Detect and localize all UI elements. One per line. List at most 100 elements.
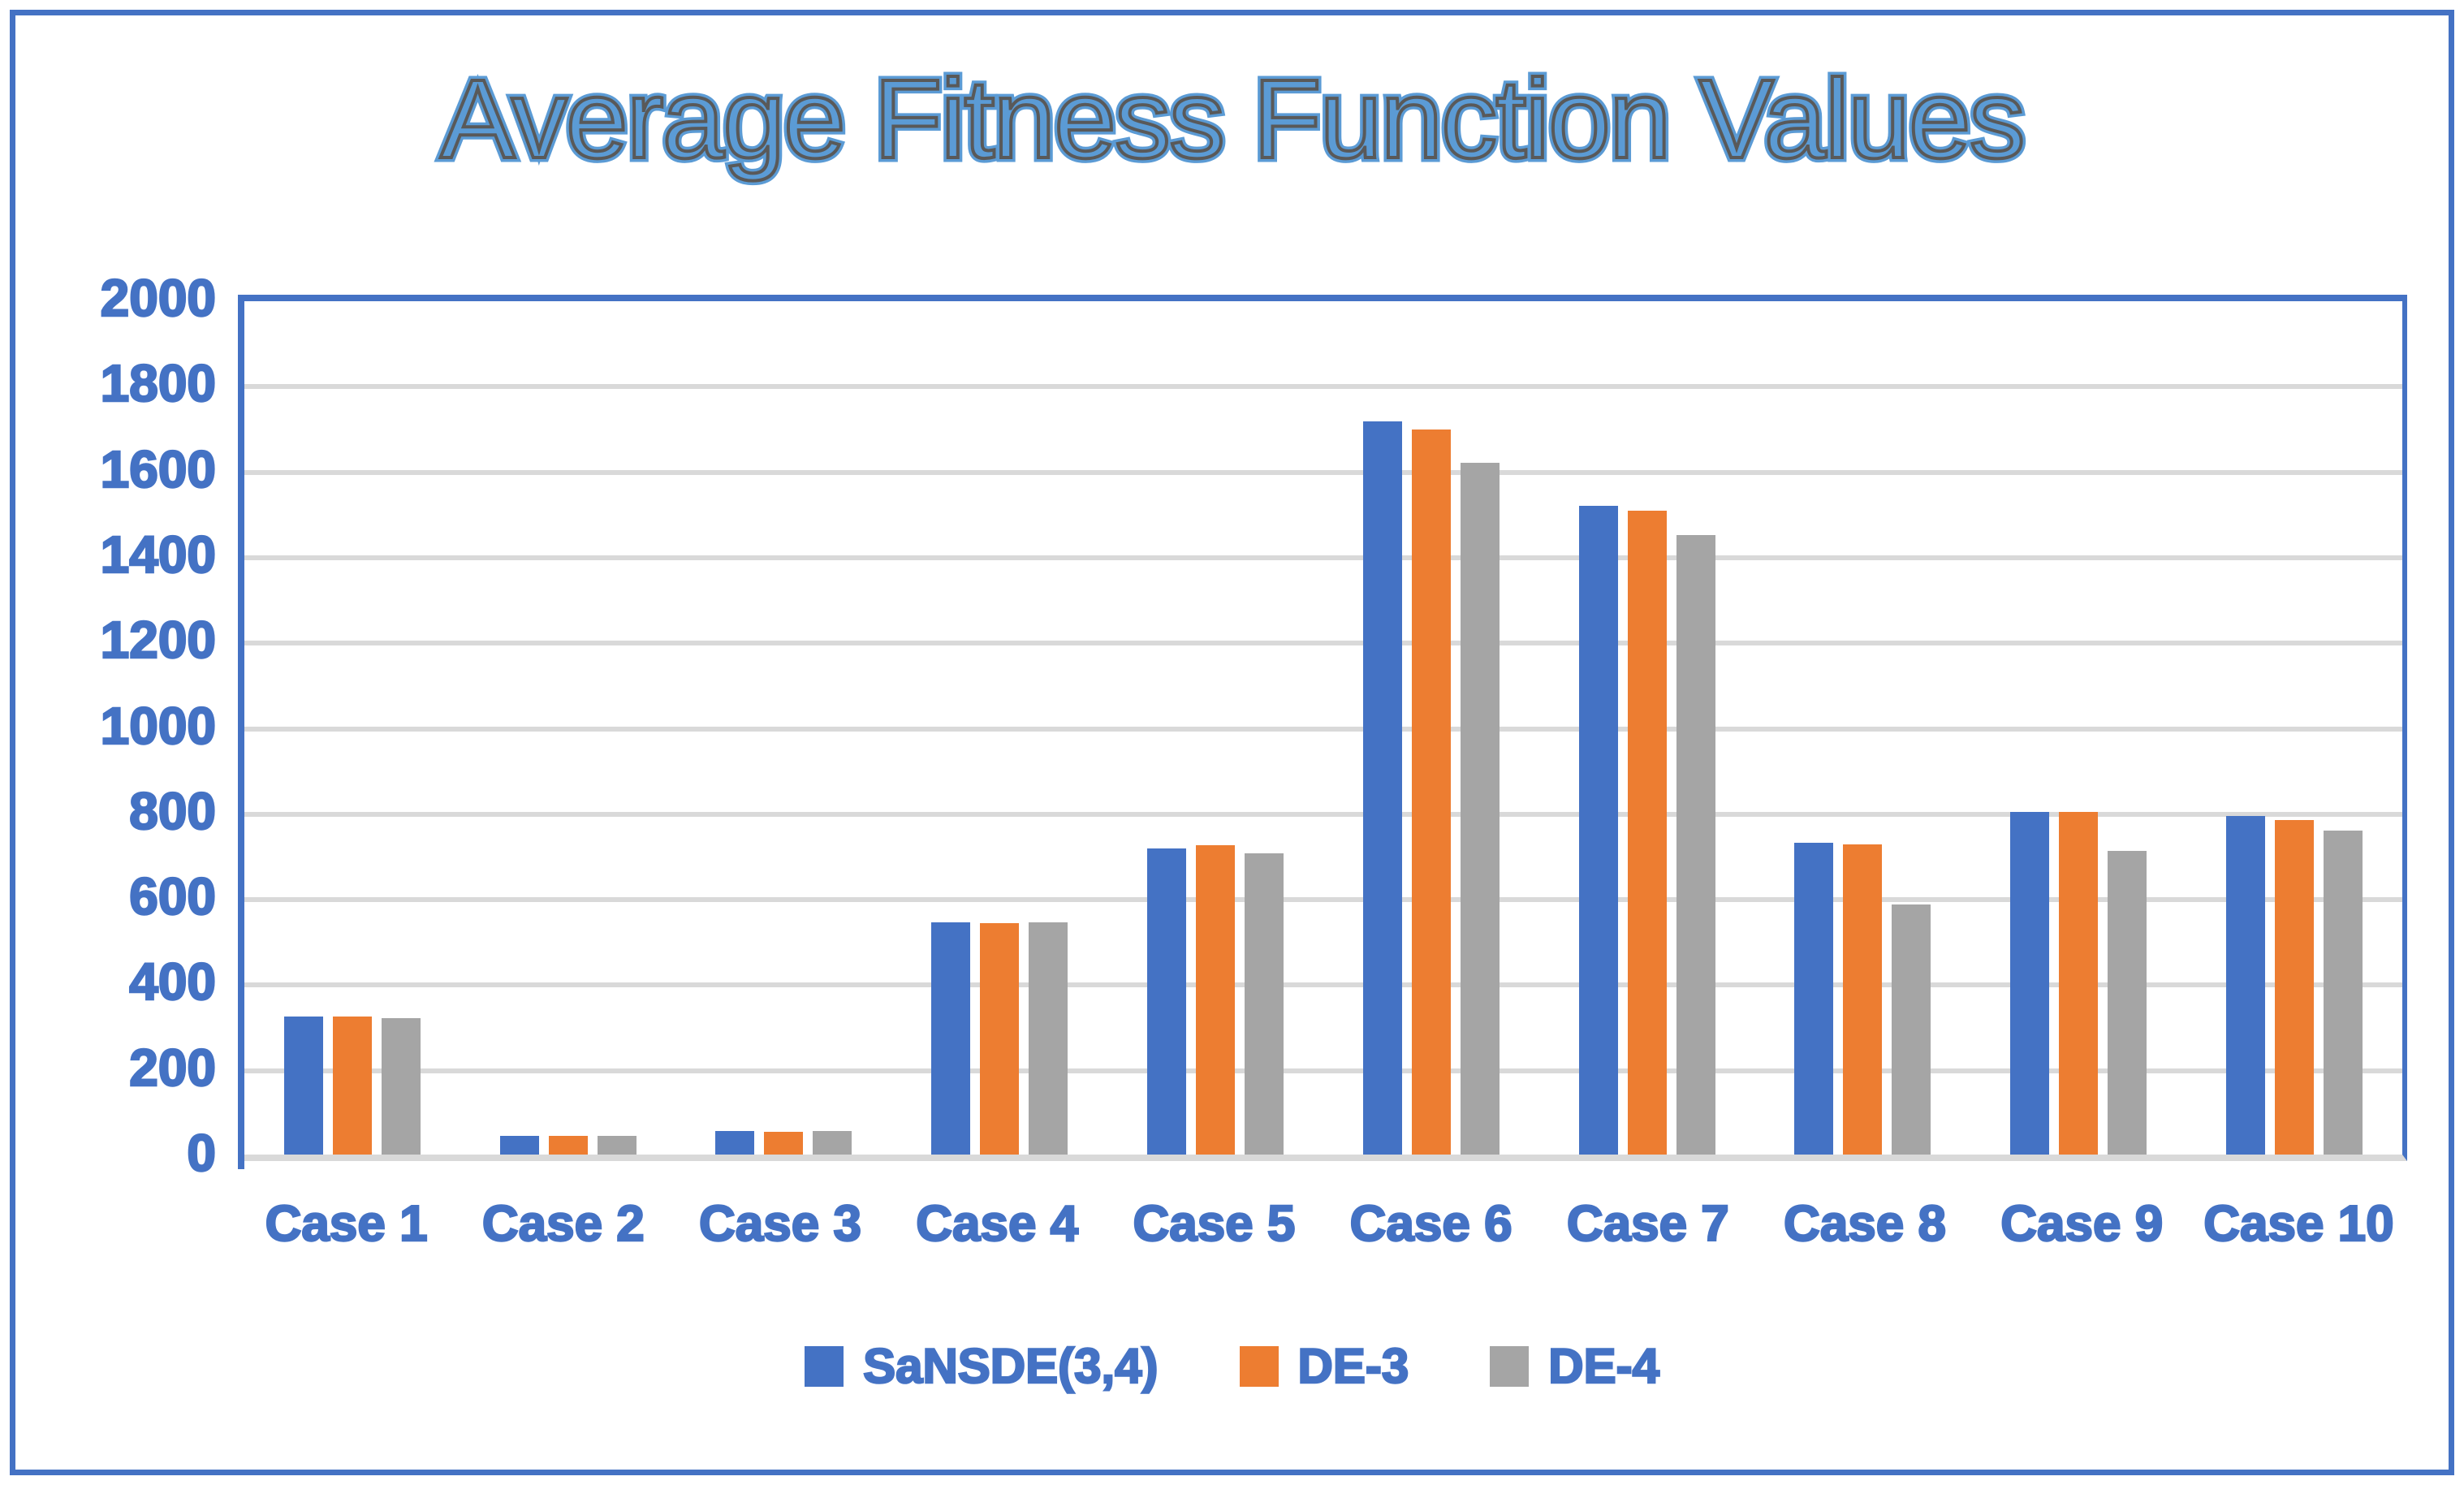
bar-de-3-8 bbox=[1843, 844, 1883, 1155]
bar-sansde-3-4--9 bbox=[2010, 811, 2050, 1155]
legend: SaNSDE(3,4) DE-3 DE-4 bbox=[0, 1338, 2464, 1394]
bar-de-3-3 bbox=[764, 1131, 804, 1155]
bar-group-case-4 bbox=[891, 301, 1107, 1155]
gridline-400 bbox=[244, 982, 2402, 988]
y-tick-label-0: 0 bbox=[186, 1123, 217, 1184]
y-tick-label-1000: 1000 bbox=[99, 695, 217, 756]
gridline-1600 bbox=[244, 469, 2402, 475]
bar-de-4-8 bbox=[1892, 904, 1931, 1155]
bar-sansde-3-4--5 bbox=[1147, 848, 1187, 1155]
x-slot: Case 9 bbox=[1974, 1195, 2190, 1254]
bar-group-case-9 bbox=[1970, 301, 2186, 1155]
x-slot: Case 2 bbox=[455, 1195, 671, 1254]
x-axis-label-case-9: Case 9 bbox=[2000, 1195, 2164, 1254]
x-axis-label-case-10: Case 10 bbox=[2203, 1195, 2395, 1254]
gridline-200 bbox=[244, 1068, 2402, 1073]
bar-de-4-4 bbox=[1029, 922, 1068, 1155]
x-slot: Case 6 bbox=[1323, 1195, 1539, 1254]
bar-sansde-3-4--6 bbox=[1362, 421, 1402, 1155]
legend-label: DE-3 bbox=[1297, 1338, 1409, 1395]
legend-label: DE-4 bbox=[1547, 1338, 1660, 1395]
bar-group-case-7 bbox=[1539, 301, 1755, 1155]
bar-sansde-3-4--2 bbox=[499, 1136, 539, 1155]
y-tick-label-1400: 1400 bbox=[99, 524, 217, 585]
chart-title-text-back: Average Fitness Function Values bbox=[436, 53, 2030, 187]
bar-de-4-2 bbox=[597, 1136, 636, 1155]
bar-de-4-5 bbox=[1245, 853, 1284, 1155]
x-axis-label-case-2: Case 2 bbox=[481, 1195, 645, 1254]
legend-swatch-icon bbox=[1490, 1345, 1530, 1387]
gridline-600 bbox=[244, 897, 2402, 903]
legend-swatch-icon bbox=[1239, 1345, 1279, 1387]
bar-group-case-5 bbox=[1107, 301, 1323, 1155]
gridline-1200 bbox=[244, 641, 2402, 646]
x-axis-label-case-8: Case 8 bbox=[1783, 1195, 1947, 1254]
bar-de-3-2 bbox=[548, 1136, 588, 1155]
bar-de-3-4 bbox=[980, 923, 1020, 1155]
x-axis-label-case-5: Case 5 bbox=[1132, 1195, 1296, 1254]
bar-de-3-10 bbox=[2275, 820, 2315, 1155]
gridline-1000 bbox=[244, 726, 2402, 732]
legend-item-de-4: DE-4 bbox=[1490, 1338, 1660, 1395]
bar-group-case-2 bbox=[460, 301, 676, 1155]
bar-de-3-5 bbox=[1196, 844, 1236, 1155]
x-slot: Case 8 bbox=[1756, 1195, 1973, 1254]
y-tick-label-2000: 2000 bbox=[99, 268, 217, 329]
x-axis: Case 1 Case 2 Case 3 Case 4 Case 5 Case 6 Case… bbox=[238, 1195, 2407, 1254]
y-tick-label-1800: 1800 bbox=[99, 353, 217, 414]
bar-de-3-1 bbox=[332, 1017, 372, 1155]
bar-de-4-6 bbox=[1460, 463, 1500, 1155]
bar-de-4-10 bbox=[2324, 831, 2363, 1155]
bar-group-case-6 bbox=[1323, 301, 1539, 1155]
bar-sansde-3-4--7 bbox=[1578, 506, 1618, 1155]
bar-de-3-9 bbox=[2059, 811, 2099, 1155]
y-tick-label-200: 200 bbox=[128, 1037, 217, 1098]
x-axis-label-case-4: Case 4 bbox=[915, 1195, 1079, 1254]
bar-group-case-1 bbox=[244, 301, 460, 1155]
y-axis: 0 200 400 600 800 1000 1200 1400 1600 1800 2000 bbox=[0, 268, 221, 1184]
bar-de-4-3 bbox=[813, 1131, 852, 1155]
y-axis-tick-stub bbox=[238, 1155, 244, 1169]
chart-title: Average Fitness Function Values Average … bbox=[0, 53, 2464, 187]
x-slot: Case 10 bbox=[2190, 1195, 2407, 1254]
y-tick-label-1600: 1600 bbox=[99, 438, 217, 499]
chart-title-text: Average Fitness Function Values bbox=[438, 55, 2026, 183]
x-slot: Case 4 bbox=[889, 1195, 1106, 1254]
chart-frame bbox=[10, 10, 2454, 1475]
y-tick-label-600: 600 bbox=[128, 866, 217, 927]
x-slot: Case 7 bbox=[1539, 1195, 1756, 1254]
gridline-1400 bbox=[244, 555, 2402, 560]
x-axis-label-case-3: Case 3 bbox=[698, 1195, 862, 1254]
x-axis-label-case-1: Case 1 bbox=[264, 1195, 428, 1254]
bar-de-4-9 bbox=[2108, 851, 2147, 1155]
legend-item-de-3: DE-3 bbox=[1239, 1338, 1409, 1395]
bar-sansde-3-4--1 bbox=[283, 1017, 323, 1155]
bar-group-case-3 bbox=[676, 301, 892, 1155]
x-axis-label-case-6: Case 6 bbox=[1349, 1195, 1512, 1254]
x-slot: Case 1 bbox=[238, 1195, 455, 1254]
legend-label: SaNSDE(3,4) bbox=[862, 1338, 1159, 1395]
gridline-1800 bbox=[244, 384, 2402, 390]
x-axis-label-case-7: Case 7 bbox=[1566, 1195, 1730, 1254]
bar-sansde-3-4--8 bbox=[1794, 842, 1834, 1155]
plot-inner bbox=[244, 301, 2402, 1155]
bar-sansde-3-4--4 bbox=[931, 922, 971, 1155]
y-tick-label-1200: 1200 bbox=[99, 610, 217, 671]
legend-swatch-icon bbox=[805, 1345, 844, 1387]
x-slot: Case 5 bbox=[1106, 1195, 1323, 1254]
bar-group-case-8 bbox=[1755, 301, 1971, 1155]
bar-de-4-7 bbox=[1676, 535, 1715, 1155]
bar-groups-container bbox=[244, 301, 2402, 1155]
plot-area bbox=[238, 295, 2407, 1169]
y-tick-label-800: 800 bbox=[128, 781, 217, 842]
y-tick-label-400: 400 bbox=[128, 952, 217, 1012]
bar-sansde-3-4--10 bbox=[2226, 815, 2266, 1155]
bar-de-3-7 bbox=[1627, 511, 1667, 1155]
bar-de-4-1 bbox=[381, 1018, 421, 1155]
bar-sansde-3-4--3 bbox=[715, 1131, 755, 1155]
bar-de-3-6 bbox=[1411, 429, 1451, 1155]
bar-group-case-10 bbox=[2186, 301, 2402, 1155]
gridline-800 bbox=[244, 811, 2402, 817]
legend-item-sansde-3-4-: SaNSDE(3,4) bbox=[805, 1338, 1159, 1395]
x-slot: Case 3 bbox=[671, 1195, 888, 1254]
